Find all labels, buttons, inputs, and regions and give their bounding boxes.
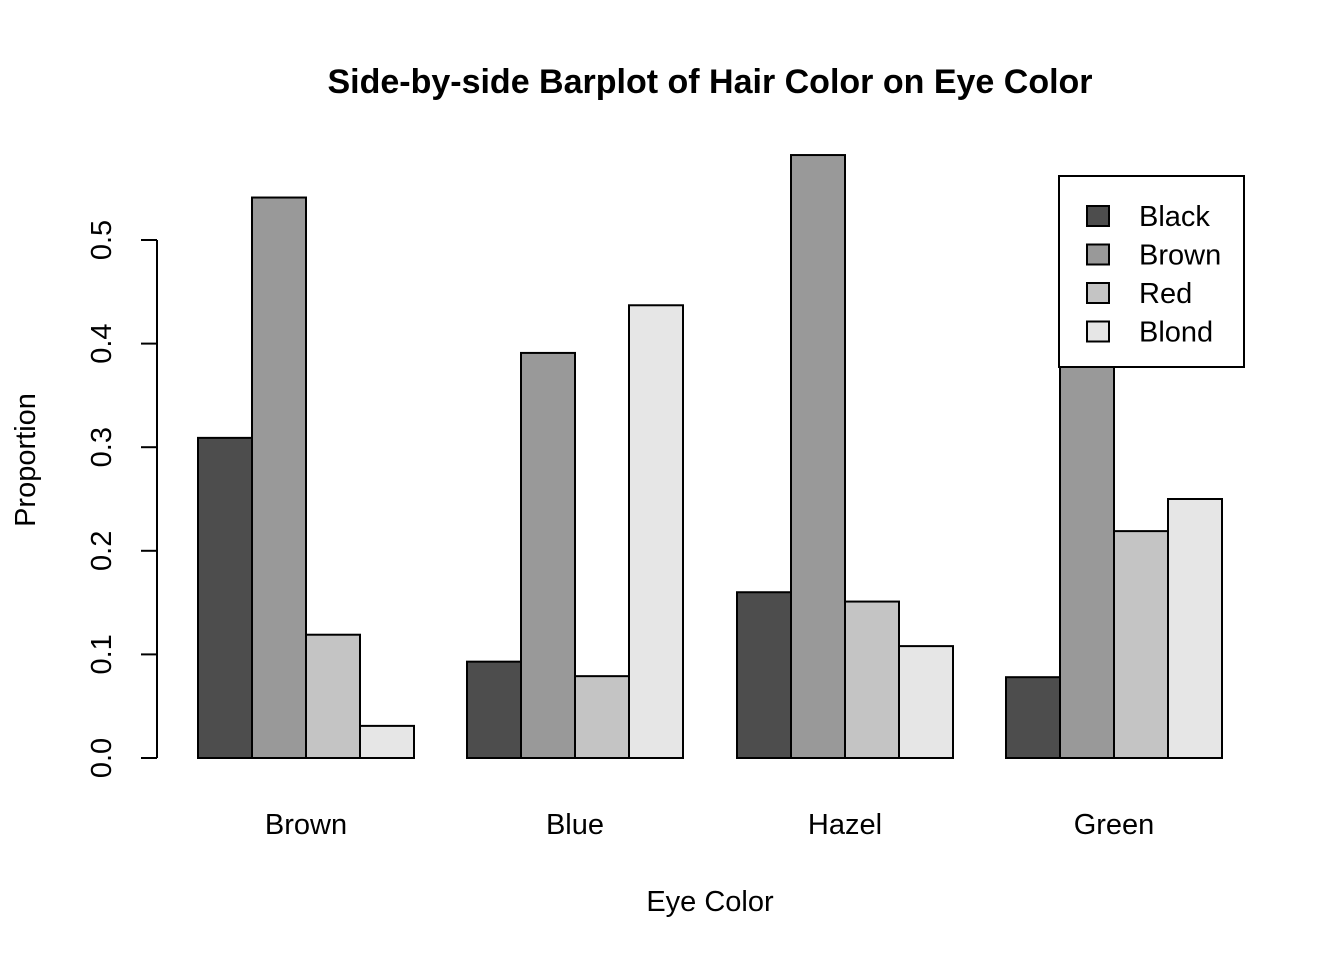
category-label: Brown — [265, 809, 347, 841]
legend: Black Brown Red Blond — [1058, 175, 1245, 368]
bar-hazel-blond — [898, 645, 954, 759]
bar-hazel-brown — [790, 154, 846, 760]
legend-swatch — [1086, 205, 1110, 227]
bar-brown-red — [305, 633, 361, 759]
bar-blue-red — [574, 675, 630, 760]
legend-swatch — [1086, 320, 1110, 343]
x-axis-label: Eye Color — [646, 886, 774, 918]
bar-hazel-black — [736, 591, 792, 759]
category-label: Green — [1074, 809, 1155, 841]
y-tick-label: 0.3 — [86, 427, 118, 467]
bar-blue-blond — [628, 304, 684, 759]
bars — [197, 154, 1223, 760]
y-tick-label: 0.5 — [86, 220, 118, 260]
bar-brown-brown — [251, 196, 307, 760]
y-axis-label: Proportion — [10, 393, 42, 527]
legend-label: Red — [1139, 278, 1192, 310]
bar-green-black — [1005, 676, 1061, 760]
bar-blue-brown — [520, 351, 576, 759]
y-tick-label: 0.0 — [86, 738, 118, 778]
y-tick-label: 0.1 — [86, 634, 118, 674]
legend-label: Black — [1139, 201, 1210, 233]
legend-label: Brown — [1139, 240, 1221, 272]
category-labels: Brown Blue Hazel Green — [265, 809, 1154, 841]
category-label: Hazel — [808, 809, 882, 841]
bar-green-blond — [1167, 498, 1223, 759]
bar-brown-blond — [359, 724, 415, 759]
category-label: Blue — [546, 809, 604, 841]
bar-brown-black — [197, 436, 253, 759]
bar-hazel-red — [844, 600, 900, 760]
y-axis: 0.0 0.1 0.2 0.3 0.4 0.5 — [86, 220, 158, 778]
chart-title: Side-by-side Barplot of Hair Color on Ey… — [327, 63, 1092, 101]
y-tick-label: 0.2 — [86, 531, 118, 571]
legend-swatch — [1086, 243, 1110, 266]
legend-label: Blond — [1139, 317, 1213, 349]
bar-green-red — [1113, 530, 1169, 760]
bar-blue-black — [466, 660, 522, 759]
legend-swatch — [1086, 282, 1110, 304]
y-tick-label: 0.4 — [86, 323, 118, 363]
bar-green-brown — [1059, 336, 1115, 759]
